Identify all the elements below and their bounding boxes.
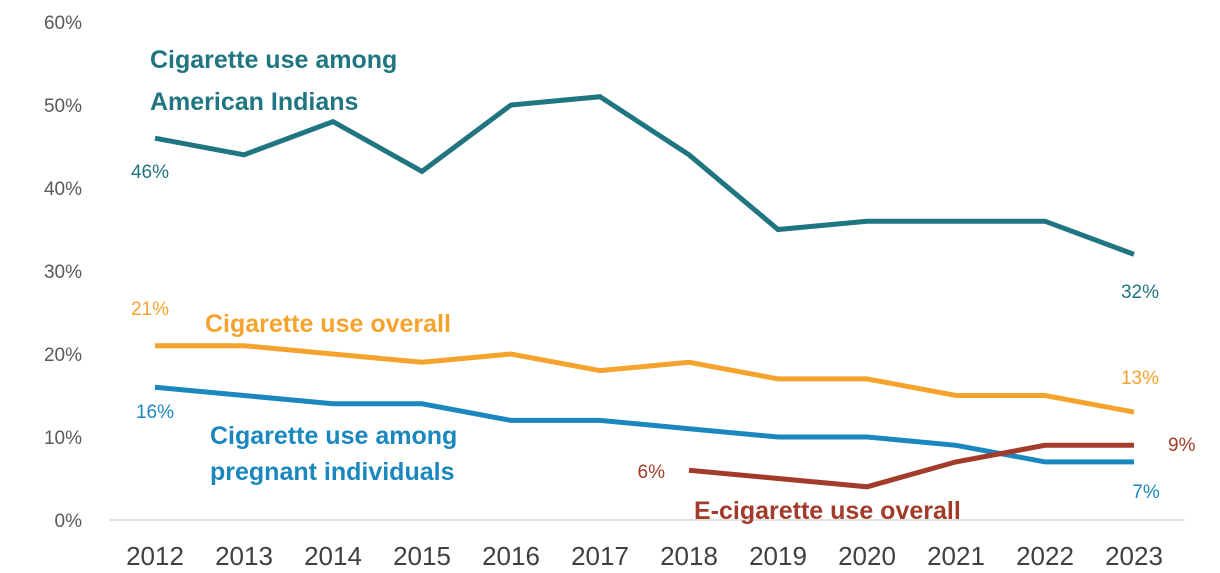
series-label-2: Cigarette use among bbox=[210, 422, 457, 450]
x-tick-label: 2018 bbox=[660, 541, 718, 571]
y-tick-label: 20% bbox=[44, 345, 82, 366]
series-label-2: pregnant individuals bbox=[210, 458, 454, 486]
start-value-label: 21% bbox=[131, 299, 169, 320]
x-tick-label: 2017 bbox=[571, 541, 629, 571]
series-label-1: Cigarette use overall bbox=[205, 310, 451, 338]
start-value-label: 46% bbox=[131, 162, 169, 183]
series-line-2 bbox=[154, 384, 1134, 465]
end-value-label: 32% bbox=[1121, 282, 1159, 303]
end-value-label: 7% bbox=[1132, 482, 1160, 503]
x-tick-label: 2014 bbox=[304, 541, 362, 571]
x-tick-label: 2020 bbox=[838, 541, 896, 571]
y-tick-label: 30% bbox=[44, 262, 82, 283]
series-line-3 bbox=[688, 442, 1134, 490]
x-tick-label: 2022 bbox=[1016, 541, 1074, 571]
series-line-1 bbox=[155, 343, 1135, 415]
x-tick-label: 2015 bbox=[393, 541, 451, 571]
y-tick-label: 0% bbox=[55, 511, 83, 532]
start-value-label: 16% bbox=[136, 402, 174, 423]
y-tick-label: 50% bbox=[44, 96, 82, 117]
end-value-label: 9% bbox=[1168, 435, 1196, 456]
x-tick-label: 2023 bbox=[1105, 541, 1163, 571]
start-value-label: 6% bbox=[638, 462, 666, 483]
x-tick-label: 2013 bbox=[215, 541, 273, 571]
series-label-0: American Indians bbox=[150, 88, 358, 116]
y-tick-label: 40% bbox=[44, 179, 82, 200]
series-label-0: Cigarette use among bbox=[150, 46, 397, 74]
y-tick-label: 10% bbox=[44, 428, 82, 449]
series-line-0 bbox=[154, 94, 1135, 257]
x-tick-label: 2021 bbox=[927, 541, 985, 571]
data-labels: 46% 32% 21% 13% 16% 7% 6% 9% bbox=[131, 162, 1196, 503]
end-value-label: 13% bbox=[1121, 368, 1159, 389]
y-tick-label: 60% bbox=[44, 13, 82, 34]
y-axis: 0% 10% 20% 30% 40% 50% 60% bbox=[44, 13, 82, 532]
x-tick-label: 2019 bbox=[749, 541, 807, 571]
series-label-3: E-cigarette use overall bbox=[694, 497, 961, 525]
x-tick-label: 2016 bbox=[482, 541, 540, 571]
x-axis: 2012 2013 2014 2015 2016 2017 2018 2019 2020 2021… bbox=[126, 541, 1163, 571]
series-lines bbox=[154, 94, 1135, 490]
x-tick-label: 2012 bbox=[126, 541, 184, 571]
series-labels: Cigarette use among American Indians Cigar… bbox=[150, 46, 961, 525]
